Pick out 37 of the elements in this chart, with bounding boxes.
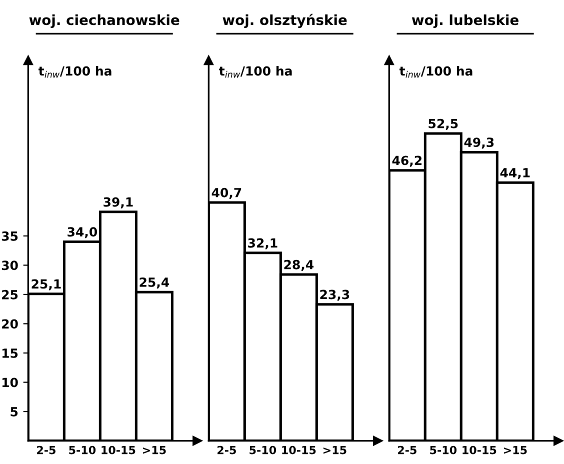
x-tick-label: 2-5 — [218, 446, 236, 454]
data-label: 34,0 — [68, 227, 98, 238]
x-tick-label: >15 — [504, 446, 527, 454]
y-tick-label: 30 — [2, 260, 18, 270]
y-tick-label: 5 — [10, 407, 18, 416]
data-label: 25,1 — [32, 279, 61, 290]
x-tick-label: 5-10 — [250, 446, 276, 454]
chart-title: woj. lubelskie — [412, 14, 518, 28]
x-tick-label: 2-5 — [37, 446, 56, 454]
y-tick-label: 15 — [2, 348, 18, 358]
y-axis-title: t$_{inw}$/100 ha — [218, 66, 292, 78]
y-tick-label: 25 — [2, 290, 18, 300]
data-label: 23,3 — [320, 290, 350, 301]
data-label: 40,7 — [212, 188, 242, 199]
chart-title: woj. ciechanowskie — [29, 14, 180, 28]
data-label: 32,1 — [248, 238, 278, 250]
data-label: 44,1 — [500, 168, 530, 180]
chart-title: woj. olsztyńskie — [222, 14, 347, 28]
data-label: 28,4 — [284, 260, 314, 271]
y-tick-label: 10 — [2, 378, 18, 388]
x-tick-label: 10-15 — [462, 446, 496, 454]
x-tick-label: >15 — [323, 446, 346, 454]
y-tick-label: 20 — [2, 319, 18, 329]
x-tick-label: 10-15 — [102, 446, 136, 454]
x-tick-label: 10-15 — [282, 446, 316, 454]
x-tick-label: 5-10 — [430, 446, 457, 454]
data-label: 25,4 — [140, 277, 170, 289]
y-axis-title: t$_{inw}$/100 ha — [38, 66, 112, 78]
x-tick-label: 2-5 — [398, 446, 416, 454]
data-label: 49,3 — [464, 138, 494, 149]
data-label: 46,2 — [392, 156, 422, 167]
x-tick-label: 5-10 — [69, 446, 96, 454]
x-tick-label: >15 — [142, 446, 166, 454]
data-label: 52,5 — [428, 118, 458, 130]
y-axis-title: t$_{inw}$/100 ha — [399, 66, 472, 78]
data-label: 39,1 — [104, 197, 133, 208]
y-tick-label: 35 — [2, 231, 18, 241]
